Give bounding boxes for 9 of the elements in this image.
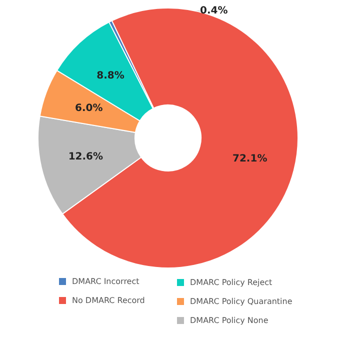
legend-label: No DMARC Record: [72, 296, 145, 305]
legend-label: DMARC Policy Reject: [190, 278, 272, 287]
data-label: 6.0%: [74, 102, 103, 114]
legend-label: DMARC Policy Quarantine: [190, 297, 292, 306]
data-label: 12.6%: [68, 152, 104, 163]
legend-label: DMARC Incorrect: [72, 277, 140, 286]
legend-label: DMARC Policy None: [190, 316, 268, 325]
data-label: 0.4%: [200, 6, 228, 16]
data-label: 72.1%: [232, 153, 268, 164]
